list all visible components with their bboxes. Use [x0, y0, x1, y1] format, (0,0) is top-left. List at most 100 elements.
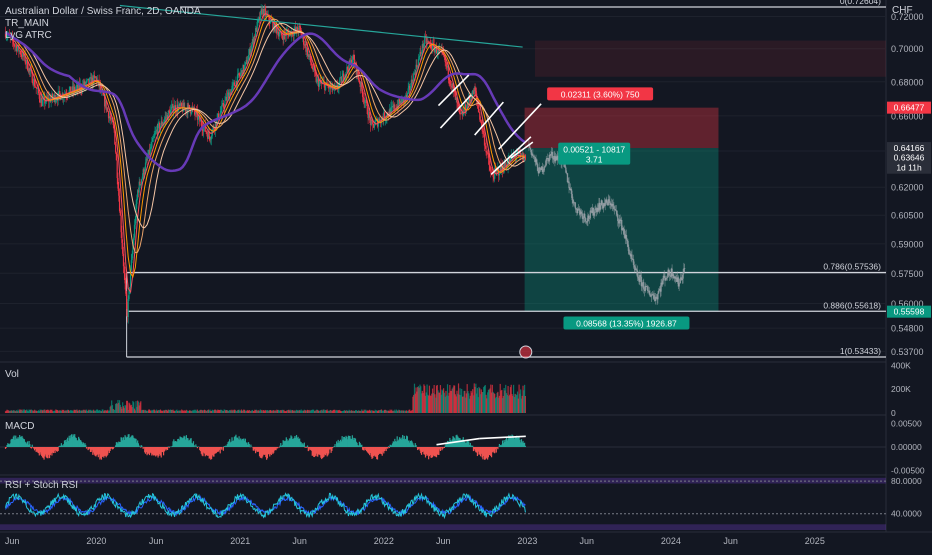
price-candle — [423, 44, 424, 48]
time-axis-label: 2025 — [805, 536, 825, 546]
macd-histogram-bar — [525, 446, 526, 447]
resistance-zone — [535, 41, 886, 77]
price-candle — [117, 178, 118, 189]
price-candle — [339, 78, 340, 83]
price-candle — [42, 100, 43, 106]
price-candle — [94, 75, 95, 76]
time-axis-label: 2022 — [374, 536, 394, 546]
price-candle — [353, 55, 354, 60]
macd-histogram-bar — [6, 447, 7, 448]
price-tick-label: 0.53700 — [891, 347, 924, 357]
price-candle — [251, 45, 252, 50]
fib-level-label: 0(0.72604) — [840, 0, 881, 6]
price-candle — [210, 139, 211, 140]
price-candle — [359, 80, 360, 82]
macd-histogram-bar — [334, 444, 335, 447]
price-candle — [76, 87, 77, 89]
price-candle — [245, 62, 246, 65]
price-candle — [14, 44, 15, 45]
fib-level-label: 0.886(0.55618) — [823, 300, 881, 310]
projection-candle — [657, 293, 658, 299]
price-candle — [499, 174, 500, 175]
price-candle — [478, 104, 479, 109]
price-candle — [135, 221, 136, 225]
price-candle — [205, 131, 206, 132]
price-tick-label: 0.62000 — [891, 183, 924, 193]
price-candle — [484, 134, 485, 145]
macd-tick-label: -0.00500 — [891, 465, 925, 475]
price-tick-label: 0.68000 — [891, 77, 924, 87]
price-candle — [128, 299, 129, 317]
projection-candle — [658, 291, 659, 294]
rsi-tick-label: 40.0000 — [891, 509, 922, 519]
macd-histogram-bar — [249, 444, 250, 447]
macd-tick-label: 0.00000 — [891, 442, 922, 452]
price-candle — [34, 79, 35, 86]
price-candle — [260, 11, 261, 19]
price-candle — [150, 147, 151, 148]
fib-level-label: 0.786(0.57536) — [823, 262, 881, 272]
reward-label: 0.08568 (13.35%) 1926.87 — [576, 318, 677, 328]
price-candle — [155, 131, 156, 133]
price-candle — [107, 108, 108, 111]
price-candle — [490, 171, 491, 173]
price-candle — [434, 49, 435, 52]
entry-label: 3.71 — [586, 155, 603, 165]
price-candle — [257, 22, 258, 32]
macd-pane-label[interactable]: MACD — [5, 421, 34, 432]
price-candle — [124, 266, 125, 273]
price-candle — [191, 113, 192, 114]
price-candle — [231, 86, 232, 90]
price-candle — [419, 57, 420, 59]
price-candle — [87, 80, 88, 81]
price-candle — [300, 26, 301, 30]
projection-candle — [631, 254, 632, 259]
time-axis-label: 2021 — [230, 536, 250, 546]
price-candle — [153, 138, 154, 139]
price-candle — [118, 189, 119, 196]
projection-candle — [684, 268, 685, 269]
price-candle — [412, 80, 413, 84]
macd-histogram-bar — [387, 447, 388, 449]
price-candle — [132, 254, 133, 260]
price-candle — [146, 159, 147, 160]
price-candle — [408, 88, 409, 93]
indicator-tr-main[interactable]: TR_MAIN — [5, 18, 49, 29]
price-candle — [483, 132, 484, 134]
macd-histogram-bar — [307, 446, 308, 447]
volume-tick-label: 200K — [891, 384, 911, 394]
rsi-oversold-band — [0, 524, 886, 530]
price-candle — [122, 243, 123, 254]
time-axis-label: Jun — [579, 536, 594, 546]
projection-candle — [585, 218, 586, 221]
rsi-pane-label[interactable]: RSI + Stoch RSI — [5, 480, 78, 491]
price-candle — [311, 62, 312, 65]
price-candle — [45, 102, 46, 104]
rsi-tick-label: 80.0000 — [891, 476, 922, 486]
price-candle — [364, 98, 365, 103]
macd-histogram-bar — [389, 447, 390, 448]
price-candle — [123, 254, 124, 267]
price-candle — [154, 133, 155, 136]
indicator-lyg-atrc[interactable]: LyG ATRC — [5, 30, 52, 41]
macd-histogram-bar — [332, 447, 333, 448]
price-candle — [410, 87, 411, 90]
price-candle — [264, 9, 265, 10]
price-candle — [181, 103, 182, 106]
macd-histogram-bar — [86, 447, 87, 449]
macd-histogram-bar — [194, 445, 195, 447]
macd-histogram-bar — [223, 447, 224, 451]
price-candle — [124, 273, 125, 283]
macd-histogram-bar — [29, 444, 30, 447]
volume-pane-label[interactable]: Vol — [5, 369, 19, 380]
symbol-title[interactable]: Australian Dollar / Swiss Franc, 2D, OAN… — [5, 6, 201, 17]
price-candle — [61, 99, 62, 100]
price-candle — [171, 107, 172, 110]
price-candle — [238, 73, 239, 75]
macd-histogram-bar — [32, 445, 33, 447]
price-candle — [59, 91, 60, 94]
macd-histogram-bar — [279, 447, 280, 448]
macd-histogram-bar — [58, 447, 59, 451]
